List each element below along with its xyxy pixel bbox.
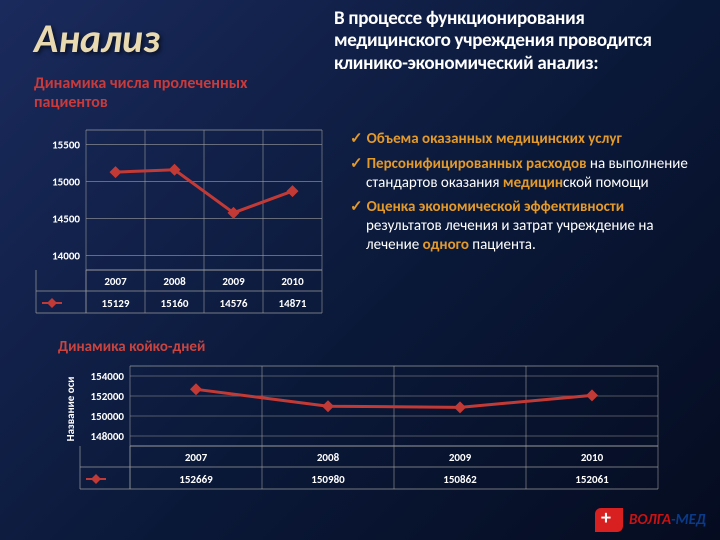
slide: Анализ Динамика числа пролеченных пациен… bbox=[0, 0, 720, 540]
bullet-item: ✓Персонифицированных расходов на выполне… bbox=[350, 155, 700, 193]
bullet-list: ✓Объема оказанных медицинских услуг ✓Пер… bbox=[350, 130, 700, 261]
subtitle-right: В процессе функционирования медицинского… bbox=[334, 8, 704, 75]
svg-text:154000: 154000 bbox=[91, 370, 125, 383]
svg-text:15160: 15160 bbox=[161, 297, 189, 310]
svg-text:2009: 2009 bbox=[449, 451, 472, 464]
svg-text:150980: 150980 bbox=[311, 473, 345, 486]
svg-text:15500: 15500 bbox=[52, 139, 80, 152]
svg-text:150000: 150000 bbox=[91, 410, 125, 423]
logo-text: ВОЛГА-МЕД bbox=[629, 511, 706, 529]
check-icon: ✓ bbox=[350, 198, 363, 216]
svg-text:14000: 14000 bbox=[52, 249, 80, 262]
svg-text:14576: 14576 bbox=[220, 297, 248, 310]
page-title: Анализ bbox=[34, 14, 160, 63]
svg-text:2007: 2007 bbox=[104, 275, 127, 288]
bullet-item: ✓Оценка экономической эффективности резу… bbox=[350, 198, 700, 254]
svg-text:2010: 2010 bbox=[281, 275, 304, 288]
svg-text:14871: 14871 bbox=[279, 297, 307, 310]
svg-text:152000: 152000 bbox=[91, 390, 125, 403]
svg-text:2008: 2008 bbox=[163, 275, 186, 288]
bullet-item: ✓Объема оказанных медицинских услуг bbox=[350, 130, 700, 149]
svg-text:14500: 14500 bbox=[52, 212, 80, 225]
svg-text:15129: 15129 bbox=[102, 297, 130, 310]
svg-text:2007: 2007 bbox=[185, 451, 208, 464]
svg-text:152061: 152061 bbox=[575, 473, 609, 486]
chart2-title: Динамика койко-дней bbox=[58, 338, 205, 356]
subtitle-left: Динамика числа пролеченных пациентов bbox=[34, 74, 294, 112]
svg-text:2008: 2008 bbox=[317, 451, 340, 464]
check-icon: ✓ bbox=[350, 155, 363, 173]
svg-text:Название оси: Название оси bbox=[64, 377, 77, 442]
svg-text:2009: 2009 bbox=[222, 275, 245, 288]
chart-bed-days: 148000 150000 152000 154000 2007 2008 2009 2010… bbox=[60, 360, 666, 500]
svg-text:15000: 15000 bbox=[52, 176, 80, 189]
svg-text:152669: 152669 bbox=[179, 473, 213, 486]
svg-text:150862: 150862 bbox=[443, 473, 477, 486]
chart-patients: 14000 14500 15000 15500 2007 2008 2009 2010 1512… bbox=[30, 124, 330, 324]
logo: ВОЛГА-МЕД bbox=[595, 508, 706, 532]
svg-text:148000: 148000 bbox=[91, 430, 125, 443]
svg-text:2010: 2010 bbox=[581, 451, 604, 464]
check-icon: ✓ bbox=[350, 130, 363, 148]
logo-icon bbox=[595, 508, 623, 532]
